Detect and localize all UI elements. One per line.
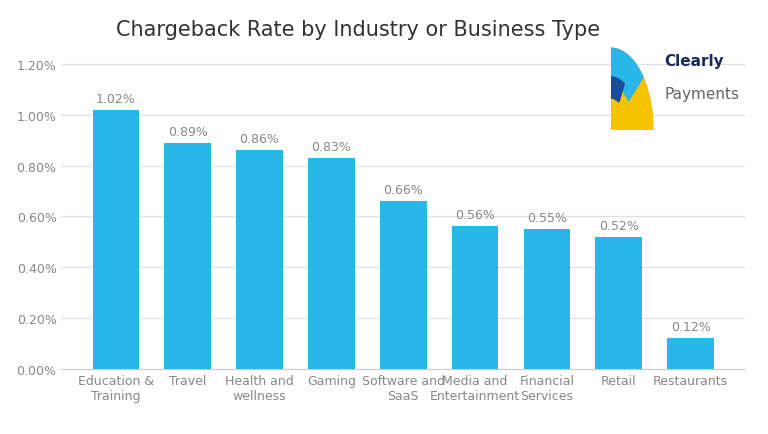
Bar	[667, 339, 714, 369]
Wedge shape	[593, 49, 643, 102]
Text: 0.12%: 0.12%	[670, 320, 710, 333]
Bar	[524, 230, 570, 369]
Text: 0.83%: 0.83%	[312, 141, 351, 154]
Bar	[380, 202, 426, 369]
Text: 0.86%: 0.86%	[240, 133, 280, 146]
Wedge shape	[601, 78, 624, 103]
Text: 0.52%: 0.52%	[599, 219, 639, 232]
Text: 0.66%: 0.66%	[383, 184, 423, 197]
Text: Payments: Payments	[664, 87, 740, 102]
Bar	[308, 158, 355, 369]
Bar	[452, 227, 498, 369]
Bar	[92, 110, 139, 369]
Bar	[164, 143, 211, 369]
Text: 0.56%: 0.56%	[455, 209, 495, 222]
Wedge shape	[611, 49, 653, 130]
Text: Chargeback Rate by Industry or Business Type: Chargeback Rate by Industry or Business …	[116, 20, 601, 39]
Text: 0.89%: 0.89%	[167, 125, 207, 138]
Bar	[595, 237, 642, 369]
Text: 1.02%: 1.02%	[96, 92, 136, 105]
Text: Clearly: Clearly	[664, 54, 724, 69]
Bar	[237, 151, 283, 369]
Text: 0.55%: 0.55%	[527, 211, 567, 224]
